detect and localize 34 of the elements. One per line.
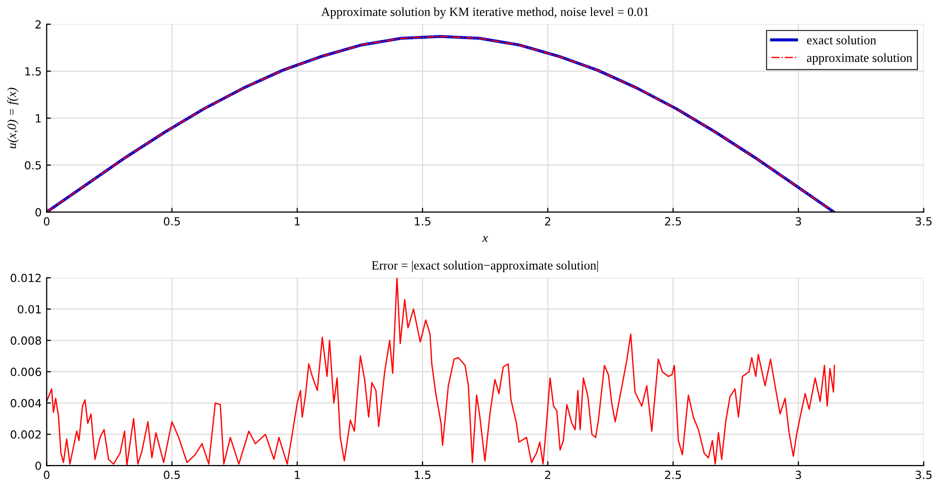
y-tick-label: 0 (35, 208, 42, 216)
chart-title: Error = |exact solution−approximate solution| (372, 260, 598, 272)
y-tick-label: 0.006 (10, 368, 42, 376)
x-tick-label: 3.5 (916, 470, 932, 480)
x-tick-label: 1.5 (414, 470, 430, 480)
x-axis-title: x (482, 236, 488, 242)
y-tick-label: 0.012 (10, 274, 41, 282)
x-tick-label: 1 (294, 217, 300, 226)
x-tick-label: 1.5 (414, 217, 430, 226)
y-axis-title: u(x,0) = f(x) (7, 88, 19, 148)
x-tick-label: 2 (545, 217, 550, 226)
y-tick-label: 0.002 (10, 430, 41, 439)
y-tick-label: 0 (35, 462, 42, 470)
x-tick-label: 2 (545, 470, 550, 479)
y-tick-label: 0.004 (10, 398, 42, 408)
y-tick-label: 1.5 (25, 67, 41, 76)
x-tick-label: 3 (796, 470, 802, 480)
x-tick-label: 0 (44, 470, 50, 480)
chart-title: Approximate solution by KM iterative method, noise level = 0.01 (321, 7, 648, 19)
y-tick-label: 1 (36, 114, 41, 122)
x-tick-label: 2.5 (665, 470, 681, 480)
x-tick-label: 2.5 (665, 217, 681, 226)
x-tick-label: 0.5 (164, 470, 180, 480)
legend-label: exact solution (807, 36, 876, 44)
y-tick-label: 0.01 (18, 305, 41, 314)
x-tick-label: 3.5 (916, 217, 932, 226)
x-tick-label: 3 (796, 217, 802, 226)
y-tick-label: 0.008 (10, 336, 42, 345)
y-tick-label: 2 (36, 20, 41, 28)
y-tick-label: 0.5 (24, 161, 41, 170)
legend-label: approximate solution (806, 53, 912, 65)
x-tick-label: 0 (44, 217, 50, 226)
x-tick-label: 1 (294, 470, 300, 479)
x-tick-label: 0.5 (164, 217, 180, 226)
